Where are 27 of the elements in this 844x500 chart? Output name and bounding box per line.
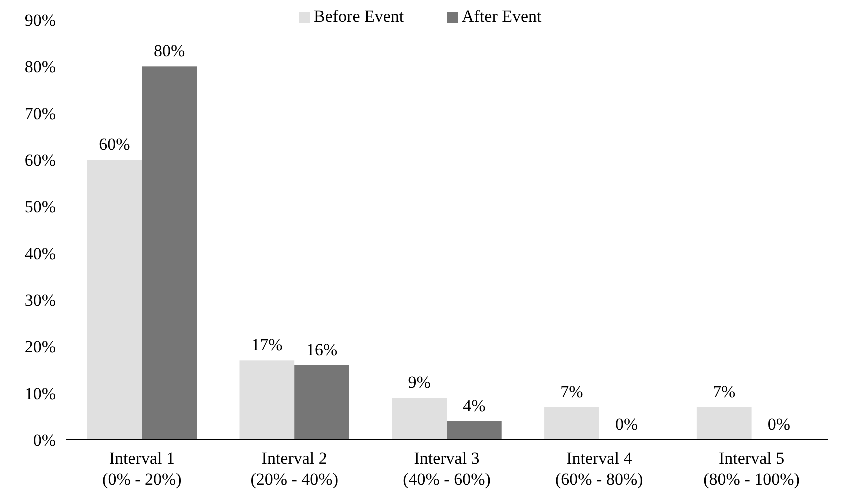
y-tick-label: 30% [24, 290, 56, 310]
y-tick-label: 10% [24, 384, 56, 404]
legend-label: After Event [462, 7, 542, 26]
data-label: 7% [713, 382, 736, 402]
y-tick-label: 0% [33, 430, 56, 450]
x-tick-label: Interval 2 (20% - 40%) [250, 449, 339, 489]
data-label: 0% [615, 415, 638, 434]
y-tick-label: 80% [24, 58, 56, 77]
data-label: 7% [560, 382, 584, 402]
data-label: 0% [768, 415, 791, 434]
data-label: 4% [463, 396, 486, 416]
data-label: 17% [252, 336, 283, 355]
x-tick-label: Interval 5 (80% - 100%) [704, 449, 800, 489]
legend-label: Before Event [314, 7, 404, 26]
y-tick-label: 50% [24, 198, 56, 217]
y-tick-label: 90% [24, 10, 56, 30]
y-tick-label: 70% [24, 104, 56, 124]
y-tick-label: 60% [24, 150, 56, 170]
y-tick-label: 40% [24, 244, 56, 264]
data-label: 60% [99, 135, 130, 154]
x-tick-label: Interval 3 (40% - 60%) [403, 449, 491, 489]
y-tick-label: 20% [24, 338, 56, 357]
data-label: 16% [306, 340, 338, 360]
x-tick-label: Interval 4 (60% - 80%) [555, 449, 644, 489]
x-tick-label: Interval 1 (0% - 20%) [102, 449, 182, 489]
data-label: 9% [408, 373, 431, 392]
data-label: 80% [154, 42, 186, 61]
